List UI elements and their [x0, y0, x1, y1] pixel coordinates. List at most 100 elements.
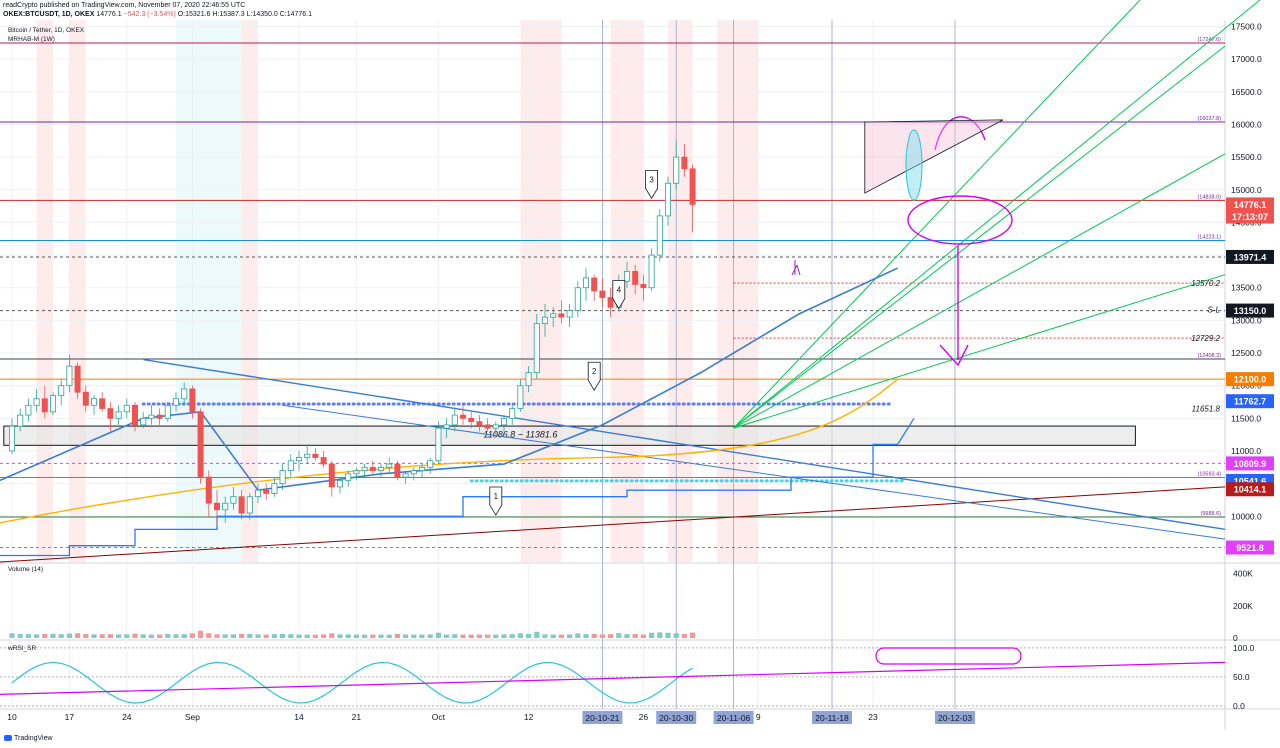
candle-body: [263, 489, 270, 494]
volume-tick: 400K: [1233, 569, 1253, 579]
marker-callout: [489, 486, 503, 516]
volume-bar: [386, 634, 392, 638]
volume-bar: [116, 634, 122, 638]
candle-body: [345, 473, 352, 481]
candle-body: [41, 398, 48, 413]
candle-body: [681, 156, 688, 170]
rsi-highlight-box: [875, 647, 1022, 665]
candle-body: [427, 460, 434, 468]
candle-body: [377, 466, 384, 471]
level-label: (16037.8): [1197, 116, 1221, 122]
volume-bar: [632, 633, 638, 638]
fan-line: [733, 45, 1226, 429]
candle-body: [279, 470, 286, 485]
candle-body: [673, 156, 680, 184]
candle-body: [484, 424, 491, 429]
cyan-ellipse: [905, 129, 923, 201]
date-badge-label: 20-11-06: [717, 713, 751, 723]
date-badge-bg: [582, 711, 623, 724]
volume-bar: [427, 634, 433, 638]
candle-body: [8, 425, 15, 452]
candle-body: [632, 271, 639, 285]
volume-bar: [558, 634, 564, 638]
price-badge-bg: [1226, 482, 1274, 497]
fan-line: [733, 274, 1226, 429]
volume-bar: [599, 634, 605, 638]
candle-body: [476, 421, 483, 426]
candle-body: [172, 398, 179, 406]
candle-body: [550, 313, 557, 318]
candle-body: [156, 414, 163, 419]
volume-bar: [230, 634, 236, 638]
volume-bar: [99, 634, 105, 638]
date-badge-bg: [935, 711, 975, 724]
price-badge-label: 9521.8: [1236, 543, 1264, 553]
volume-bar: [362, 634, 368, 638]
volume-bar: [263, 634, 269, 638]
volume-bar: [189, 633, 195, 638]
volume-bar: [239, 633, 245, 638]
price-badge-label: 14776.1: [1234, 200, 1267, 210]
volume-bar: [148, 634, 154, 638]
y-tick-label: 15000.0: [1231, 185, 1262, 195]
y-tick-label: 17000.0: [1231, 54, 1262, 64]
level-label: (12408.3): [1197, 353, 1221, 359]
x-tick-label: 26: [639, 712, 649, 722]
candle-body: [164, 404, 171, 419]
candle-body: [123, 404, 130, 413]
volume-bar: [34, 634, 40, 638]
y-tick-label: 11000.0: [1231, 446, 1261, 456]
date-badge-bg: [656, 711, 697, 724]
level-label: (10593.4): [1197, 472, 1221, 478]
ohlc-values: O:15321.6 H:15387.3 L:14350.0 C:14776.1: [177, 11, 313, 18]
level-annotation: 12729.2: [1191, 334, 1220, 343]
candle-body: [131, 404, 138, 426]
y-tick-label: 16500.0: [1231, 87, 1262, 97]
ma-line: [0, 267, 898, 492]
candle-body: [230, 496, 237, 504]
footer-logo[interactable]: TradingView: [4, 735, 53, 742]
candle-body: [25, 404, 32, 416]
candle-body: [533, 323, 540, 374]
volume-bar: [583, 634, 589, 638]
volume-bar: [403, 634, 409, 638]
level-annotation: 13570.2: [1191, 279, 1220, 288]
candle-body: [402, 473, 409, 478]
ma-line: [0, 378, 899, 524]
volume-bar: [9, 633, 15, 638]
y-tick-label: 15500.0: [1231, 152, 1262, 162]
fan-line: [733, 0, 1141, 429]
candle-body: [451, 414, 458, 426]
volume-bar: [337, 634, 343, 638]
purple-arrow-head: [939, 344, 969, 367]
marker-callout: [612, 280, 626, 310]
candle-body: [246, 496, 253, 514]
candle-body: [205, 476, 212, 504]
volume-pane-label: Volume (14): [8, 566, 44, 573]
candle-body: [689, 168, 696, 205]
marker-label: 3: [649, 175, 654, 184]
candle-body: [295, 457, 302, 462]
volume-bar: [690, 632, 696, 638]
volume-tick: 200K: [1233, 601, 1253, 611]
x-tick-label: 24: [122, 712, 132, 722]
candle-body: [115, 411, 122, 419]
volume-bar: [550, 634, 556, 638]
volume-bar: [452, 634, 458, 638]
price-badge-bg: [1226, 394, 1274, 409]
y-tick-label: 17500.0: [1231, 22, 1262, 32]
highlight-band: [36, 20, 53, 562]
step-line: [0, 417, 915, 557]
level-annotation: 11651.8: [1192, 404, 1221, 413]
last-price: 14776.1: [96, 11, 122, 18]
triangle-shape: [864, 119, 1004, 194]
candle-body: [361, 466, 368, 471]
candle-body: [369, 466, 376, 471]
candle-body: [665, 182, 672, 217]
candle-body: [33, 398, 40, 406]
volume-bar: [493, 634, 499, 638]
publisher-line: readCrypto published on TradingView.com,…: [3, 2, 246, 9]
candle-body: [181, 388, 188, 400]
rsi-trend-line: [0, 661, 1226, 695]
